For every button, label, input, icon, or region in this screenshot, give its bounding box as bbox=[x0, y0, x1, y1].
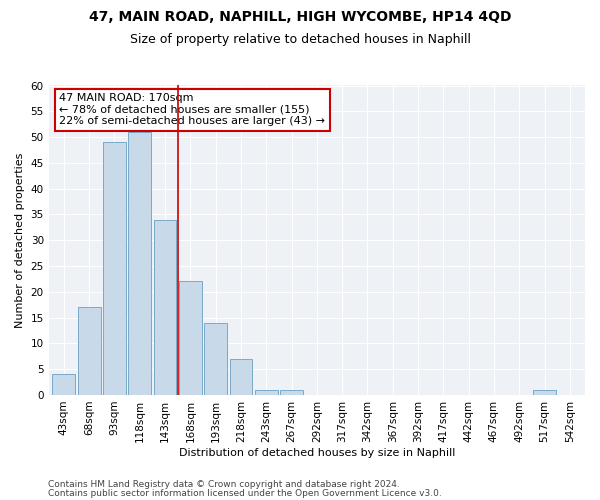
Bar bbox=[204, 323, 227, 395]
Bar bbox=[78, 308, 101, 395]
Bar bbox=[154, 220, 176, 395]
X-axis label: Distribution of detached houses by size in Naphill: Distribution of detached houses by size … bbox=[179, 448, 455, 458]
Bar bbox=[52, 374, 75, 395]
Text: 47, MAIN ROAD, NAPHILL, HIGH WYCOMBE, HP14 4QD: 47, MAIN ROAD, NAPHILL, HIGH WYCOMBE, HP… bbox=[89, 10, 511, 24]
Bar bbox=[128, 132, 151, 395]
Bar bbox=[280, 390, 303, 395]
Bar bbox=[179, 282, 202, 395]
Bar bbox=[533, 390, 556, 395]
Text: Contains public sector information licensed under the Open Government Licence v3: Contains public sector information licen… bbox=[48, 488, 442, 498]
Bar bbox=[230, 359, 253, 395]
Bar bbox=[103, 142, 126, 395]
Text: Size of property relative to detached houses in Naphill: Size of property relative to detached ho… bbox=[130, 32, 470, 46]
Bar bbox=[255, 390, 278, 395]
Text: 47 MAIN ROAD: 170sqm
← 78% of detached houses are smaller (155)
22% of semi-deta: 47 MAIN ROAD: 170sqm ← 78% of detached h… bbox=[59, 93, 325, 126]
Y-axis label: Number of detached properties: Number of detached properties bbox=[15, 152, 25, 328]
Text: Contains HM Land Registry data © Crown copyright and database right 2024.: Contains HM Land Registry data © Crown c… bbox=[48, 480, 400, 489]
